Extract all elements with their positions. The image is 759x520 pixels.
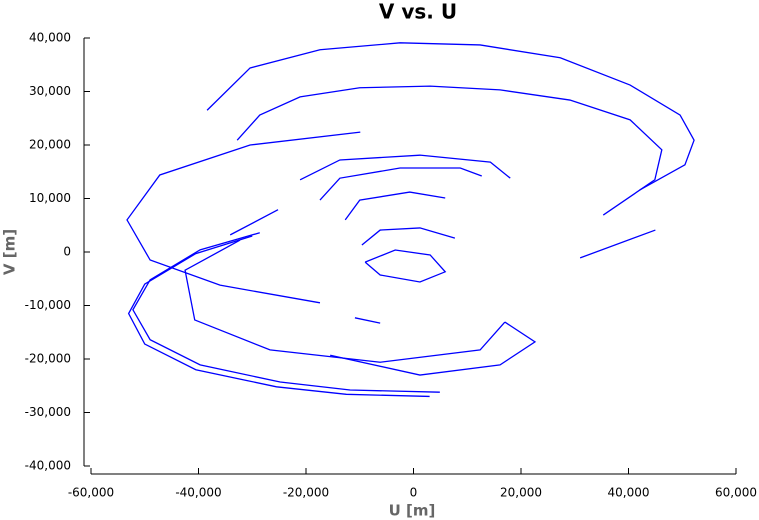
uv-track xyxy=(344,191,446,221)
y-tick-label: -10,000 xyxy=(25,298,71,312)
y-tick-label: 0 xyxy=(63,245,71,259)
x-tick-label: 0 xyxy=(410,486,418,500)
y-tick-label: -30,000 xyxy=(25,405,71,419)
chart-title: V vs. U xyxy=(379,0,457,24)
y-tick-label: 10,000 xyxy=(29,191,71,205)
y-tick-label: 40,000 xyxy=(29,31,71,45)
x-tick-label: 20,000 xyxy=(500,486,542,500)
uv-track xyxy=(127,235,430,398)
x-tick-label: 60,000 xyxy=(715,486,757,500)
y-tick-label: -40,000 xyxy=(25,459,71,473)
uv-track xyxy=(184,239,506,363)
uv-track xyxy=(330,321,537,376)
uv-track xyxy=(132,232,440,393)
uv-track xyxy=(319,167,482,201)
uv-track xyxy=(361,227,456,246)
y-tick-label: 20,000 xyxy=(29,138,71,152)
uv-track xyxy=(299,154,511,181)
x-tick-label: -20,000 xyxy=(283,486,329,500)
y-tick-label: -20,000 xyxy=(25,352,71,366)
x-tick-label: -60,000 xyxy=(68,486,114,500)
x-axis-label: U [m] xyxy=(389,502,436,520)
uv-track xyxy=(126,131,361,304)
uv-track xyxy=(354,317,381,324)
x-tick-label: -40,000 xyxy=(175,486,221,500)
uv-track xyxy=(206,42,695,191)
y-tick-label: 30,000 xyxy=(29,84,71,98)
x-tick-label: 40,000 xyxy=(608,486,650,500)
uv-track xyxy=(364,249,447,283)
uv-track xyxy=(229,209,279,236)
y-axis-label: V [m] xyxy=(1,229,19,275)
uv-track xyxy=(236,85,663,216)
uv-track xyxy=(579,229,656,259)
